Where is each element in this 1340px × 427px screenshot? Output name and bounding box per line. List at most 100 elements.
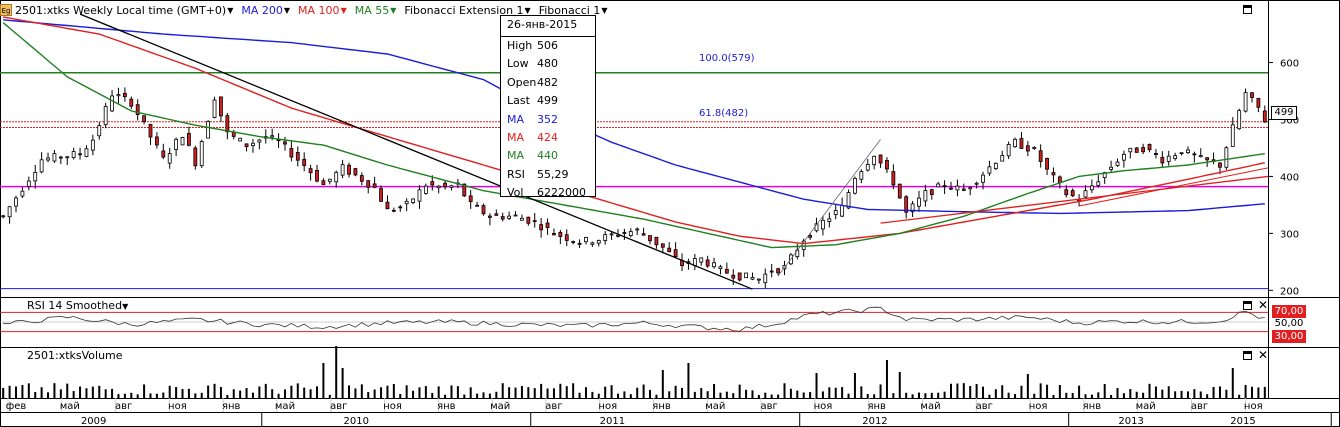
chevron-down-icon: ▼ [122,302,129,311]
candle-body [750,277,755,280]
volume-bar [463,394,466,398]
volume-bar [873,394,876,398]
candle-body [199,141,204,167]
volume-bar [700,388,703,398]
volume-bar [1007,392,1010,398]
candle-body [821,219,825,230]
candle-body [705,259,710,267]
candle-body [1198,155,1203,158]
volume-bar [2,387,5,398]
candle-body [33,172,38,182]
rsi-pane[interactable] [0,306,1268,333]
legend-item-fib[interactable]: Fibonacci 1 ▼ [539,4,608,17]
candle-body [936,183,941,188]
volume-bar [405,385,408,398]
candle-body [65,156,70,159]
volume-bar [661,370,664,398]
candle-body [161,150,166,158]
month-label: янв [652,401,671,412]
ma100-line [3,16,1265,245]
legend-item-fib-ext[interactable]: Fibonacci Extension 1 ▼ [404,4,530,17]
volume-bar [789,388,792,398]
fib-extension-line [777,139,881,277]
month-label: май [275,401,295,412]
rsi-pane-maximize-button[interactable] [1243,301,1252,310]
chevron-down-icon: ▼ [340,5,347,15]
price-tick-label: 600 [1280,59,1299,70]
volume-bar [399,393,402,398]
volume-bar [1001,385,1004,398]
legend-item-ma100[interactable]: MA 100 ▼ [298,4,347,17]
candle-body [712,262,716,268]
month-label: ноя [1244,401,1263,412]
volume-bar [283,389,286,398]
candle-body [513,214,518,217]
candle-body [1109,166,1114,170]
candle-body [1057,176,1062,183]
year-label: 2013 [1118,416,1143,427]
volume-bar [1193,389,1196,398]
candle-body [385,201,390,210]
candle-body [961,188,966,191]
candle-body [981,174,985,183]
legend-item-symbol[interactable]: 2501:xtks Weekly Local time (GMT+0) ▼ [15,4,233,17]
volume-pane-maximize-button[interactable] [1243,351,1252,360]
volume-bar [290,385,293,398]
volume-bar [136,394,139,398]
month-label: ноя [598,401,617,412]
candle-body [462,183,467,197]
volume-pane-title[interactable]: 2501:xtksVolume [27,349,123,362]
volume-bar [1071,392,1074,398]
close-icon[interactable]: ✕ [1258,298,1269,312]
legend-item-ma200[interactable]: MA 200 ▼ [241,4,290,17]
candle-body [1089,185,1094,191]
volume-bar [123,393,126,398]
volume-bar [879,384,882,398]
candle-body [315,170,319,182]
volume-bar [143,384,146,398]
tooltip-value: 352 [537,112,558,126]
price-pane[interactable] [0,13,1269,290]
candle-body [571,241,576,243]
candle-body [1128,147,1133,153]
volume-bar [559,383,562,398]
chevron-down-icon: ▼ [390,5,397,15]
month-label: авг [545,401,562,412]
candle-body [219,96,223,117]
rsi-pane-title[interactable]: RSI 14 Smoothed▼ [27,299,128,312]
candle-body [628,231,633,236]
volume-bar [1186,391,1189,398]
tooltip-key: MA [507,130,525,144]
candle-body [904,196,909,213]
candle-body [756,278,761,281]
volume-bar [79,386,82,398]
volume-bar [719,392,722,398]
candle-body [507,215,512,219]
volume-bar [924,393,927,398]
legend-item-ma55[interactable]: MA 55 ▼ [355,4,397,17]
volume-bar [828,387,831,398]
candle-body [334,171,339,183]
volume-pane[interactable] [2,346,1266,398]
price-tick-label: 400 [1280,172,1299,183]
volume-bar [8,385,11,398]
candle-body [391,209,396,212]
close-icon[interactable]: ✕ [1258,348,1269,362]
volume-bar [1263,386,1266,398]
candle-body [833,210,838,215]
tooltip-row: MA 424 [501,129,595,147]
volume-bar [681,387,684,398]
candle-body [417,189,422,202]
data-tooltip: 26-янв-2015 High 506 Low 480 Open 482 Last 499 M… [500,15,596,199]
tooltip-key: Last [507,94,530,108]
symbol-icon[interactable]: Eg [0,4,12,16]
candle-body [1256,97,1261,108]
candle-body [423,185,428,194]
volume-bar [687,363,690,398]
candle-body [1032,147,1037,149]
price-pane-maximize-button[interactable] [1243,5,1252,14]
volume-bar [264,383,267,398]
volume-bar [802,392,805,398]
candle-body [327,178,332,182]
